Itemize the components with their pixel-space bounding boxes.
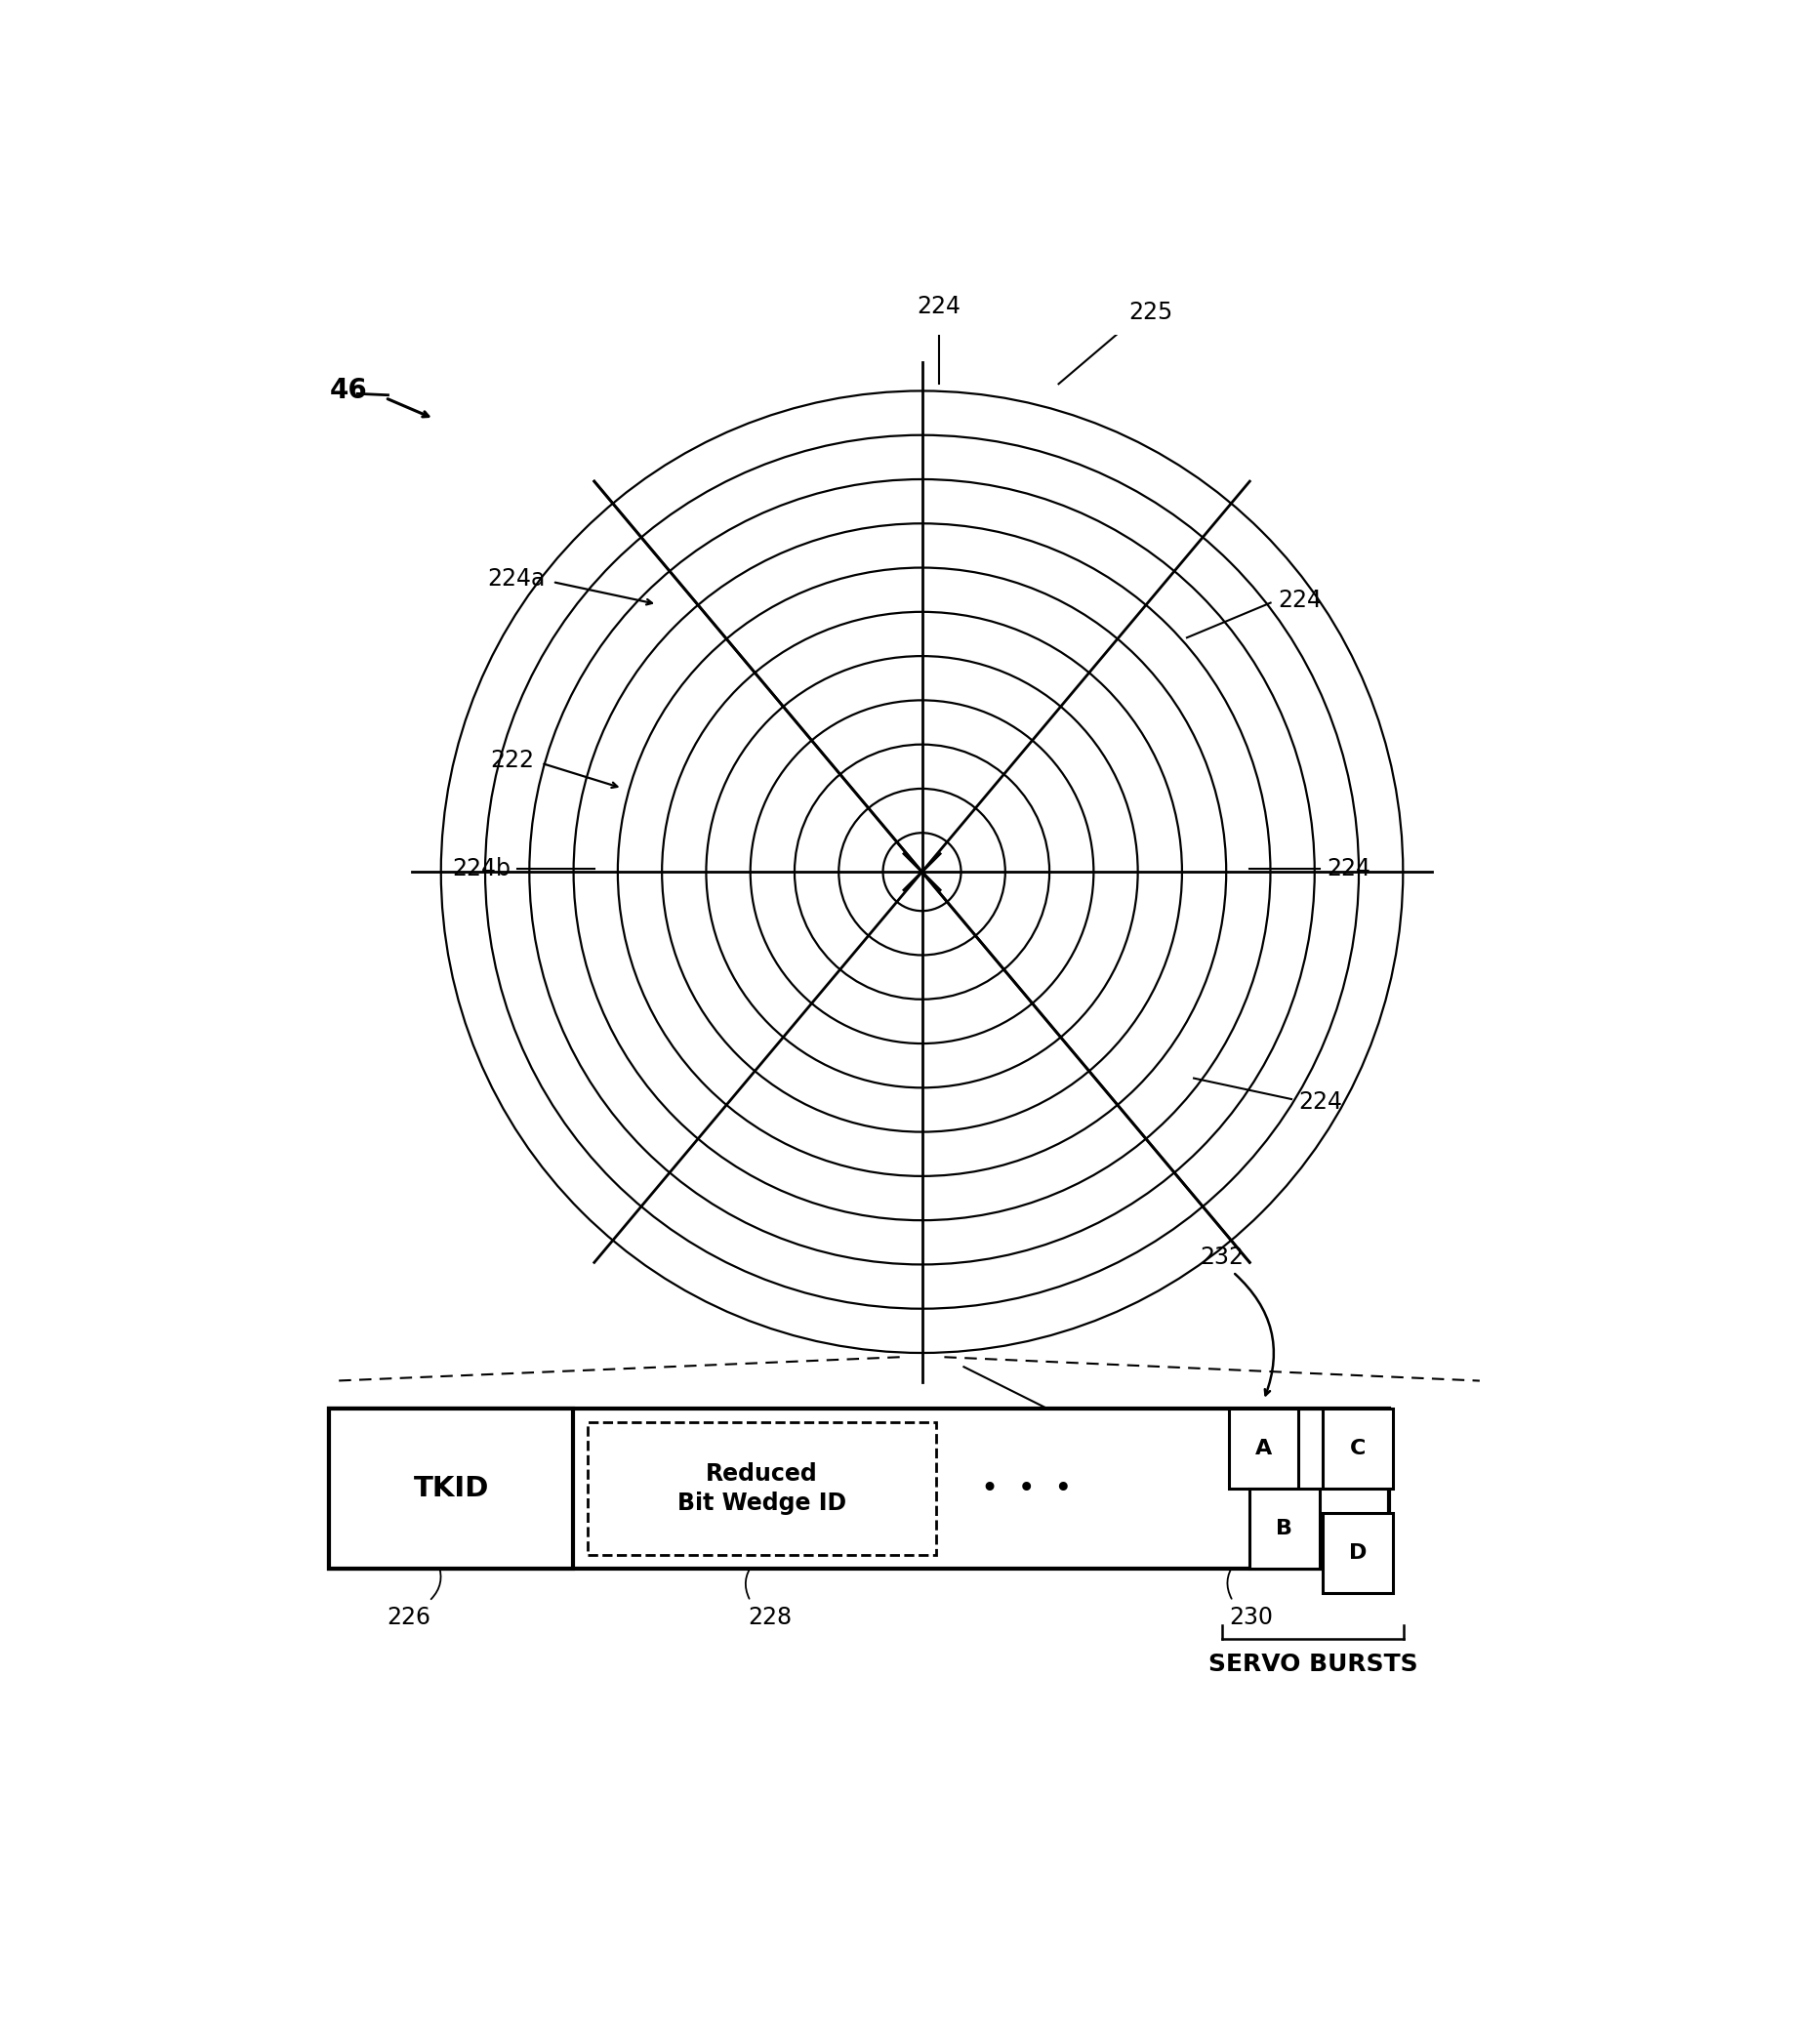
Text: 224: 224: [917, 294, 961, 319]
Text: 232: 232: [1200, 1245, 1243, 1269]
Text: 224: 224: [1277, 589, 1322, 611]
Text: •  •  •: • • •: [980, 1474, 1072, 1502]
Text: 222: 222: [491, 748, 534, 773]
Text: 224: 224: [1299, 1089, 1342, 1114]
Text: 230: 230: [1229, 1605, 1272, 1629]
Bar: [586, 1423, 935, 1555]
Bar: [1322, 1408, 1392, 1488]
Text: SERVO BURSTS: SERVO BURSTS: [1207, 1654, 1418, 1676]
Text: 224: 224: [1083, 1429, 1126, 1453]
Text: 227: 227: [1195, 1472, 1238, 1494]
Text: 225: 225: [1128, 300, 1173, 323]
Text: TKID: TKID: [414, 1476, 489, 1502]
Text: 226: 226: [387, 1605, 430, 1629]
Text: B: B: [1275, 1519, 1293, 1539]
Text: Reduced
Bit Wedge ID: Reduced Bit Wedge ID: [676, 1464, 846, 1515]
Text: D: D: [1349, 1543, 1367, 1564]
Bar: [1229, 1408, 1299, 1488]
Bar: [329, 1408, 1389, 1570]
Bar: [329, 1408, 574, 1570]
Text: 224b: 224b: [452, 856, 511, 881]
Text: A: A: [1256, 1439, 1272, 1459]
Text: 224: 224: [1326, 856, 1371, 881]
Text: C: C: [1349, 1439, 1365, 1459]
Text: 224: 224: [621, 1472, 664, 1494]
Text: 46: 46: [329, 378, 367, 405]
Text: 228: 228: [748, 1605, 792, 1629]
Text: Servo
Header: Servo Header: [880, 1472, 979, 1535]
Bar: [1322, 1513, 1392, 1592]
Text: 224a: 224a: [488, 568, 545, 591]
Bar: [1250, 1488, 1319, 1570]
